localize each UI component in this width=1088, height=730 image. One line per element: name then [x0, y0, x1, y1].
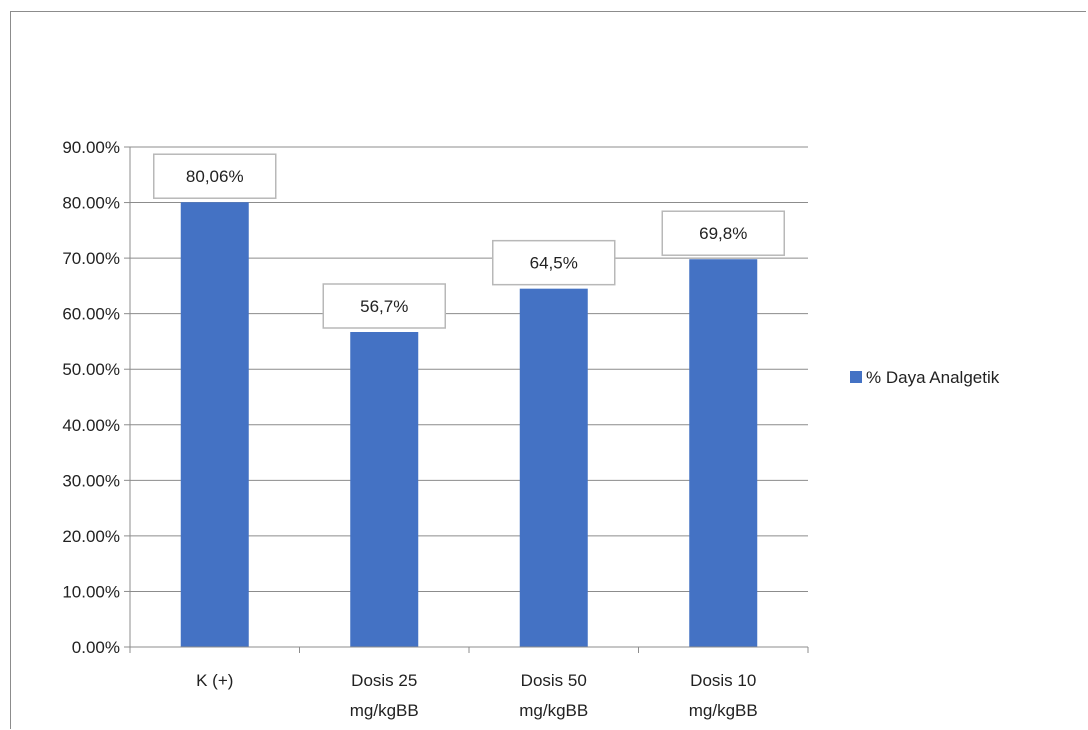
data-label: 64,5%: [530, 254, 578, 273]
bar: [350, 332, 419, 647]
bar: [689, 259, 758, 647]
x-category-label: Dosis 25: [351, 671, 417, 690]
axes: [124, 146, 809, 653]
y-tick-label: 20.00%: [62, 527, 120, 546]
data-labels: 80,06% 56,7% 64,5% 69,8%: [153, 153, 785, 329]
data-label: 69,8%: [699, 224, 747, 243]
y-tick-label: 70.00%: [62, 249, 120, 268]
legend-swatch: [850, 371, 862, 383]
legend: % Daya Analgetik: [850, 368, 1000, 387]
data-label-box: [153, 153, 277, 199]
y-tick-label: 40.00%: [62, 416, 120, 435]
chart-frame: [10, 11, 1086, 729]
x-category-label: Dosis 10: [690, 671, 756, 690]
bar: [180, 202, 249, 647]
y-tick-label: 80.00%: [62, 194, 120, 213]
bars: [180, 202, 758, 647]
x-category-label: mg/kgBB: [519, 701, 588, 720]
bar: [519, 288, 588, 647]
y-tick-label: 90.00%: [62, 138, 120, 157]
x-category-label: Dosis 50: [521, 671, 587, 690]
y-tick-label: 30.00%: [62, 471, 120, 490]
y-axis-ticks: 0.00% 10.00% 20.00% 30.00% 40.00% 50.00% 60.00…: [62, 138, 120, 657]
x-axis-ticks: K (+) Dosis 25 mg/kgBB Dosis 50 mg/kgBB Dosis…: [196, 671, 758, 720]
x-category-label: K (+): [196, 671, 233, 690]
x-category-label: mg/kgBB: [689, 701, 758, 720]
data-label-box: [322, 283, 446, 329]
y-tick-label: 10.00%: [62, 582, 120, 601]
data-label-box: [661, 210, 785, 256]
y-tick-label: 0.00%: [72, 638, 120, 657]
y-tick-label: 60.00%: [62, 305, 120, 324]
data-label: 80,06%: [186, 167, 244, 186]
x-category-label: mg/kgBB: [350, 701, 419, 720]
data-label: 56,7%: [360, 297, 408, 316]
data-label-box: [492, 239, 616, 286]
legend-label: % Daya Analgetik: [866, 368, 1000, 387]
y-tick-label: 50.00%: [62, 360, 120, 379]
